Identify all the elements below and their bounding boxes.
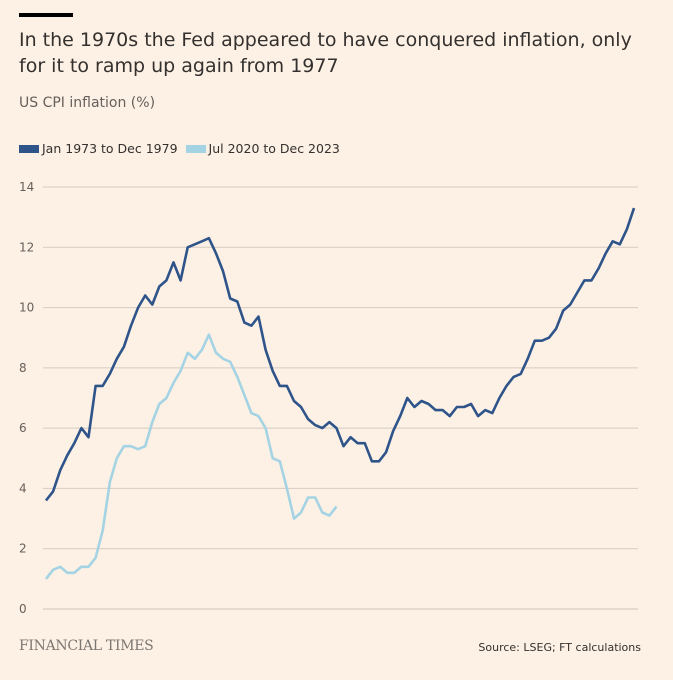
y-tick-label: 0 (19, 602, 27, 616)
y-tick-label: 14 (19, 180, 34, 194)
chart-title: In the 1970s the Fed appeared to have co… (19, 29, 632, 77)
chart-subtitle: US CPI inflation (%) (19, 95, 156, 111)
series-line-1 (44, 333, 338, 580)
y-tick-label: 12 (19, 240, 34, 254)
y-tick-label: 4 (19, 481, 27, 495)
title-accent-bar (19, 13, 73, 17)
ft-logo: FINANCIAL TIMES (19, 638, 154, 654)
legend-item-2020: Jul 2020 to Dec 2023 (185, 141, 340, 156)
y-tick-label: 8 (19, 361, 27, 375)
source-note: Source: LSEG; FT calculations (478, 641, 641, 654)
legend-label-1973: Jan 1973 to Dec 1979 (42, 141, 178, 156)
legend: Jan 1973 to Dec 1979 Jul 2020 to Dec 202… (19, 141, 348, 156)
y-tick-label: 6 (19, 421, 27, 435)
y-tick-label: 2 (19, 542, 27, 556)
legend-swatch-2020 (185, 144, 206, 153)
legend-label-2020: Jul 2020 to Dec 2023 (208, 141, 340, 156)
legend-item-1973: Jan 1973 to Dec 1979 (19, 141, 178, 156)
legend-swatch-1973 (19, 144, 39, 153)
series-line-0 (44, 207, 636, 502)
y-tick-label: 10 (19, 301, 34, 315)
